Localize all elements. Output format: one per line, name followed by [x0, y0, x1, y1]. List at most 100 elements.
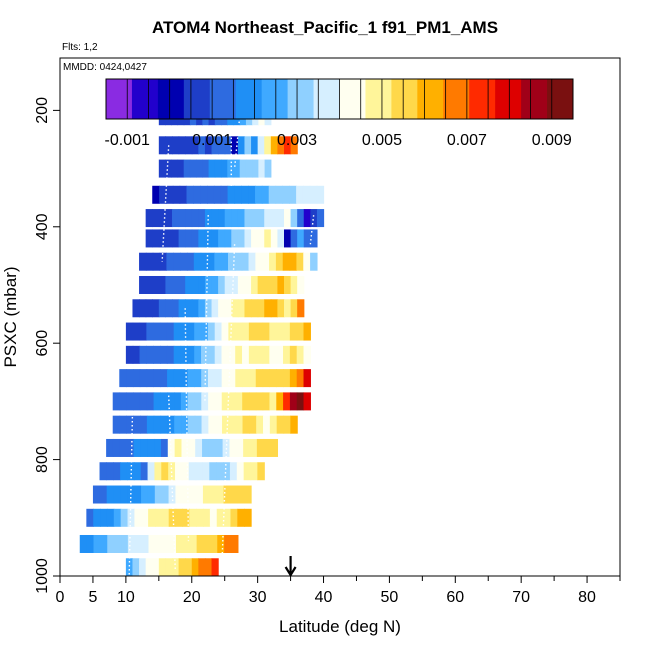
heatmap-cell: [224, 299, 232, 318]
heatmap-cell: [141, 508, 149, 527]
heatmap-cell: [296, 185, 304, 204]
heatmap-cell: [276, 392, 284, 411]
heatmap-cell: [231, 534, 239, 553]
heatmap-cell: [106, 462, 114, 481]
heatmap-cell: [148, 508, 156, 527]
heatmap-cell: [191, 299, 199, 318]
heatmap-cell: [180, 392, 189, 411]
heatmap-cell: [276, 415, 285, 434]
heatmap-cell: [258, 159, 266, 178]
heatmap-cell: [196, 159, 203, 178]
heatmap-cell: [264, 136, 272, 155]
heatmap-cell: [174, 392, 182, 411]
heatmap-cell: [168, 485, 177, 504]
chart-title: ATOM4 Northeast_Pacific_1 f91_PM1_AMS: [151, 18, 499, 37]
heatmap-cell: [158, 229, 167, 248]
heatmap-cell: [297, 209, 305, 228]
heatmap-layer: [79, 92, 325, 576]
heatmap-cell: [263, 415, 271, 434]
heatmap-cell: [209, 508, 218, 527]
colorbar-segment: [183, 79, 211, 119]
heatmap-cell: [204, 209, 213, 228]
heatmap-cell: [201, 392, 209, 411]
heatmap-cell: [277, 275, 285, 294]
heatmap-cell: [168, 508, 177, 527]
heatmap-cell: [178, 229, 186, 248]
heatmap-cell: [93, 534, 101, 553]
heatmap-cell: [202, 462, 210, 481]
heatmap-cell: [224, 534, 232, 553]
heatmap-cell: [180, 345, 188, 364]
heatmap-cell: [185, 558, 193, 576]
heatmap-cell: [218, 136, 226, 155]
heatmap-cell: [269, 252, 277, 271]
heatmap-cell: [303, 369, 311, 388]
flight-track: [184, 308, 190, 542]
heatmap-cell: [218, 299, 226, 318]
heatmap-cell: [250, 438, 258, 457]
heatmap-cell: [214, 369, 223, 388]
heatmap-cell: [204, 136, 213, 155]
axes: 0 5 10 20 30 40 50 60 70 80 200 400 600 800 1000: [34, 97, 621, 606]
heatmap-cell: [174, 438, 183, 457]
x-tick-label: 10: [117, 589, 135, 606]
heatmap-cell: [257, 209, 265, 228]
heatmap-cell: [303, 229, 311, 248]
heatmap-cell: [100, 534, 108, 553]
heatmap-cell: [231, 209, 239, 228]
heatmap-cell: [289, 345, 298, 364]
heatmap-cell: [165, 185, 174, 204]
x-tick-label: 20: [183, 589, 201, 606]
heatmap-cell: [216, 508, 225, 527]
heatmap-cell: [284, 299, 292, 318]
heatmap-cell: [139, 275, 147, 294]
heatmap-cell: [185, 136, 193, 155]
heatmap-cell: [209, 485, 218, 504]
heatmap-cell: [214, 159, 222, 178]
heatmap-cell: [127, 508, 135, 527]
heatmap-cell: [193, 252, 202, 271]
flight-track: [233, 101, 242, 169]
heatmap-cell: [289, 392, 298, 411]
heatmap-cell: [181, 415, 189, 434]
heatmap-cell: [213, 185, 222, 204]
heatmap-cell: [283, 345, 291, 364]
heatmap-cell: [296, 322, 305, 341]
heatmap-cell: [228, 252, 236, 271]
heatmap-cell: [310, 209, 318, 228]
heatmap-cell: [236, 462, 245, 481]
heatmap-cell: [145, 299, 153, 318]
heatmap-cell: [310, 229, 318, 248]
heatmap-cell: [106, 508, 115, 527]
heatmap-cell: [244, 229, 252, 248]
heatmap-cell: [140, 438, 148, 457]
heatmap-cell: [214, 392, 223, 411]
colorbar-segment: [469, 79, 496, 119]
heatmap-cell: [120, 462, 128, 481]
heatmap-cell: [234, 252, 243, 271]
y-tick-label: 600: [34, 330, 51, 357]
heatmap-cell: [208, 392, 216, 411]
heatmap-cell: [196, 485, 204, 504]
heatmap-cell: [244, 508, 252, 527]
heatmap-cell: [186, 185, 194, 204]
heatmap-cell: [228, 392, 236, 411]
heatmap-cell: [262, 345, 270, 364]
heatmap-cell: [194, 345, 202, 364]
colorbar-segment: [287, 79, 315, 119]
colorbar-segment: [209, 79, 237, 119]
heatmap-cell: [208, 369, 216, 388]
heatmap-cell: [228, 415, 237, 434]
heatmap-cell: [185, 209, 193, 228]
flight-track-layer: [128, 101, 315, 576]
heatmap-cell: [251, 229, 259, 248]
heatmap-cell: [244, 275, 252, 294]
heatmap-cell: [234, 185, 242, 204]
heatmap-cell: [245, 159, 253, 178]
heatmap-cell: [198, 558, 206, 576]
colorbar-tick-label: 0.001: [192, 132, 232, 149]
heatmap-cell: [290, 415, 298, 434]
heatmap-cell: [107, 534, 115, 553]
heatmap-cell: [139, 345, 147, 364]
flight-track: [309, 215, 315, 245]
